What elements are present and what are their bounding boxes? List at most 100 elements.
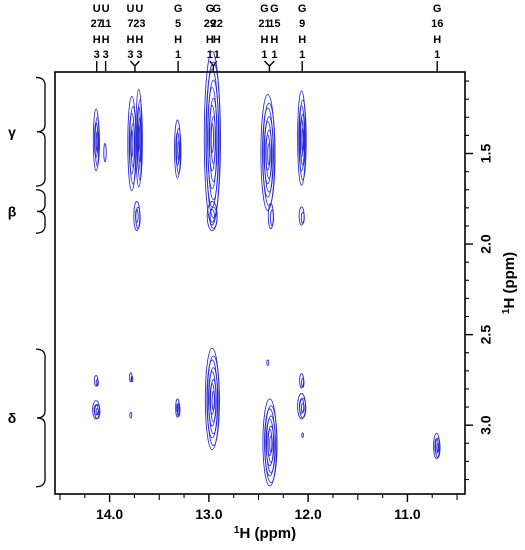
- x-axis-label-superscript: 1: [234, 525, 240, 536]
- peak-contour: [93, 374, 99, 387]
- region-label: γ: [8, 124, 16, 140]
- contour-level: [175, 132, 180, 166]
- x-tick-label: 13.0: [195, 506, 222, 522]
- contour-level: [301, 432, 304, 438]
- contour-level: [94, 117, 100, 167]
- peak-contour: [206, 201, 218, 231]
- assignment-text: U: [126, 3, 134, 15]
- peak-contour: [129, 372, 134, 383]
- contour-level: [130, 122, 136, 168]
- assignment-text: G: [270, 3, 279, 15]
- region-label: δ: [8, 410, 17, 426]
- contour-level: [175, 398, 180, 418]
- contour-level: [300, 403, 305, 413]
- contour-level: [211, 390, 216, 411]
- assignment-text: G: [213, 3, 222, 15]
- assignment-label: G 22 H 1: [211, 3, 223, 61]
- contour-level: [95, 130, 99, 153]
- assignment-text: 11: [100, 18, 112, 30]
- curly-brace: [35, 76, 46, 187]
- assignment-text: H: [270, 34, 278, 46]
- assignment-text: 1: [261, 49, 267, 61]
- curly-brace: [35, 189, 46, 234]
- peak-contour: [127, 95, 137, 192]
- peak-contour: [298, 206, 305, 226]
- y-tick-label: 1.5: [478, 144, 494, 164]
- contour-level: [95, 378, 99, 387]
- contour-level: [267, 143, 271, 166]
- assignment-text: 9: [299, 18, 305, 30]
- assignment-label: G 21 H 1: [258, 3, 270, 61]
- curly-brace: [35, 348, 46, 488]
- contour-level: [129, 412, 133, 419]
- contour-level: [301, 377, 305, 388]
- contour-level: [300, 113, 306, 167]
- assignment-text: G: [260, 3, 269, 15]
- peak-contour: [262, 398, 278, 487]
- peak-contour: [267, 202, 274, 230]
- contour-level: [298, 104, 305, 172]
- peak-contour: [301, 432, 304, 438]
- pointer-join: [129, 60, 136, 67]
- contour-level: [301, 128, 305, 152]
- x-tick-label: 14.0: [96, 506, 123, 522]
- assignment-label: G 16 H 1: [431, 3, 443, 61]
- assignment-text: 29: [204, 18, 216, 30]
- contour-level: [129, 106, 137, 185]
- contour-level: [266, 359, 270, 366]
- assignment-text: 1: [299, 49, 305, 61]
- assignment-label: G 9 H 1: [298, 3, 307, 61]
- contour-level: [298, 99, 307, 181]
- peak-contour: [297, 90, 307, 186]
- contour-level: [270, 209, 274, 227]
- peak-contour: [175, 398, 181, 418]
- region-bracket: γ: [8, 76, 46, 187]
- peak-contour: [129, 412, 133, 419]
- contour-level: [92, 108, 100, 172]
- peak-contour: [204, 347, 220, 451]
- assignment-text: U: [93, 3, 101, 15]
- assignment-text: H: [93, 34, 101, 46]
- contour-level: [130, 375, 134, 383]
- assignment-text: G: [298, 3, 307, 15]
- assignment-label: G 15 H 1: [268, 3, 280, 61]
- contour-level: [434, 438, 439, 454]
- contour-level: [174, 119, 181, 179]
- assignment-label: U 27 H 3: [91, 3, 103, 61]
- assignment-text: 5: [175, 18, 181, 30]
- contour-level: [94, 122, 99, 158]
- assignment-text: H: [213, 34, 221, 46]
- assignment-pointer: [129, 60, 140, 72]
- x-tick-label: 12.0: [295, 506, 322, 522]
- peak-contour: [299, 373, 305, 389]
- assignment-text: 15: [268, 18, 280, 30]
- peak-contour: [103, 143, 107, 163]
- assignment-pointer: [263, 60, 275, 72]
- pointer-join: [134, 60, 140, 67]
- x-axis-label: 1H (ppm): [234, 525, 296, 543]
- contour-level: [135, 209, 139, 223]
- contour-level: [299, 397, 307, 419]
- contour-level: [129, 372, 133, 383]
- assignment-text: 3: [127, 49, 133, 61]
- assignment-text: 7: [127, 18, 133, 30]
- contour-level: [209, 209, 215, 223]
- contour-level: [435, 437, 441, 459]
- region-bracket: δ: [8, 348, 46, 488]
- peak-contour: [133, 201, 141, 231]
- region-bracket: β: [8, 189, 46, 234]
- assignment-text: 1: [434, 49, 440, 61]
- assignment-label: U 7 H 3: [126, 3, 134, 61]
- assignment-text: H: [433, 34, 441, 46]
- peak-contour: [92, 108, 100, 172]
- assignment-text: G: [206, 3, 215, 15]
- assignment-text: H: [260, 34, 268, 46]
- contour-level: [103, 143, 107, 163]
- peak-contour: [260, 94, 276, 212]
- assignment-text: H: [135, 34, 143, 46]
- assignment-text: 21: [258, 18, 270, 30]
- assignment-label: U 23 H 3: [133, 3, 145, 61]
- contour-level: [95, 408, 99, 416]
- contour-level: [136, 106, 142, 170]
